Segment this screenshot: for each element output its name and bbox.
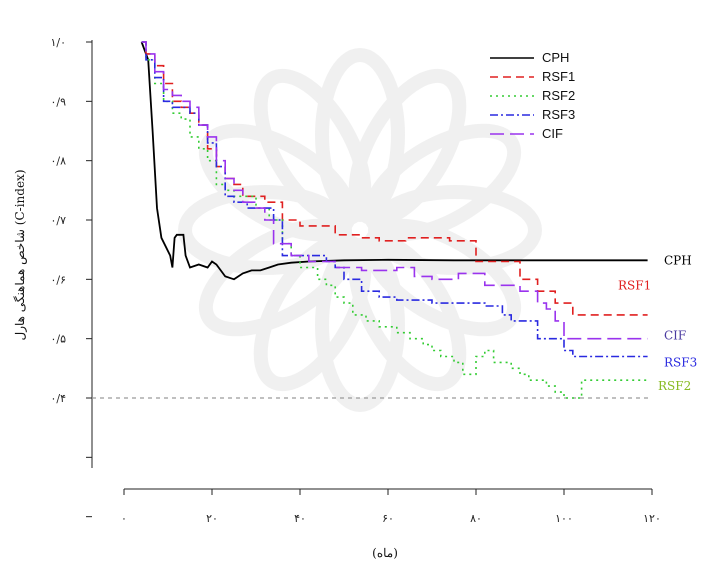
end-labels: CPH RSF1 CIF RSF3 RSF2 — [618, 253, 697, 393]
watermark-petal — [363, 123, 522, 242]
x-tick-label: ۱۲۰ — [643, 512, 661, 525]
y-tick-label: ۱/۰ — [50, 36, 66, 49]
y-tick-label: ۰/۸ — [50, 155, 66, 168]
x-tick-label: ۴۰ — [294, 512, 306, 525]
x-ticks: ۰ ۲۰ ۴۰ ۶۰ ۸۰ ۱۰۰ ۱۲۰ — [121, 489, 661, 525]
legend-label-rsf3: RSF3 — [542, 107, 575, 122]
y-ticks: ۰/۴ ۰/۵ ۰/۶ ۰/۷ ۰/۸ ۰/۹ ۱/۰ — [50, 36, 92, 518]
y-tick-label: ۰/۹ — [50, 95, 66, 108]
end-label-rsf2: RSF2 — [658, 379, 691, 393]
legend-label-cif: CIF — [542, 126, 563, 141]
axes: ۰/۴ ۰/۵ ۰/۶ ۰/۷ ۰/۸ ۰/۹ ۱/۰ ۰ ۲۰ ۴۰ ۶۰ ۸۰ ۱۰۰ ۱۲۰ شا… — [13, 36, 661, 560]
legend: CPH RSF1 RSF2 RSF3 CIF — [490, 50, 575, 141]
end-label-rsf1: RSF1 — [618, 278, 651, 292]
x-tick-label: ۶۰ — [382, 512, 394, 525]
y-tick-label: ۰/۷ — [50, 214, 66, 227]
watermark-petal — [315, 238, 405, 412]
watermark-rosette — [178, 48, 542, 412]
watermark-petal — [198, 218, 357, 337]
series-line-cif — [141, 41, 648, 340]
series-line-rsf1 — [141, 41, 648, 316]
watermark-petal — [348, 68, 467, 227]
watermark-petal — [315, 48, 405, 222]
end-label-cif: CIF — [664, 329, 686, 343]
y-tick-label: ۰/۵ — [50, 333, 66, 346]
series-lines — [140, 41, 648, 399]
legend-label-cph: CPH — [542, 50, 569, 65]
series-line-rsf2 — [141, 41, 648, 399]
watermark-petal — [253, 233, 372, 392]
watermark-petal — [253, 68, 372, 227]
y-axis-title: شاخص هماهنگی هارل (C-index) — [13, 170, 27, 341]
series-line-cph — [140, 41, 648, 281]
x-tick-label: ۸۰ — [470, 512, 482, 525]
x-tick-label: ۲۰ — [206, 512, 218, 525]
watermark-petal — [368, 185, 542, 275]
x-tick-label: ۰ — [121, 512, 127, 525]
series-line-rsf3 — [141, 41, 648, 358]
watermark-petal — [348, 233, 467, 392]
legend-label-rsf2: RSF2 — [542, 88, 575, 103]
end-label-cph: CPH — [664, 253, 692, 267]
y-tick-label: ۰/۶ — [50, 273, 66, 286]
y-tick-label: ۰/۴ — [50, 392, 66, 405]
x-tick-label: ۱۰۰ — [555, 512, 573, 525]
x-axis-title: (ماه) — [372, 546, 398, 560]
legend-label-rsf1: RSF1 — [542, 69, 575, 84]
end-label-rsf3: RSF3 — [664, 355, 697, 369]
